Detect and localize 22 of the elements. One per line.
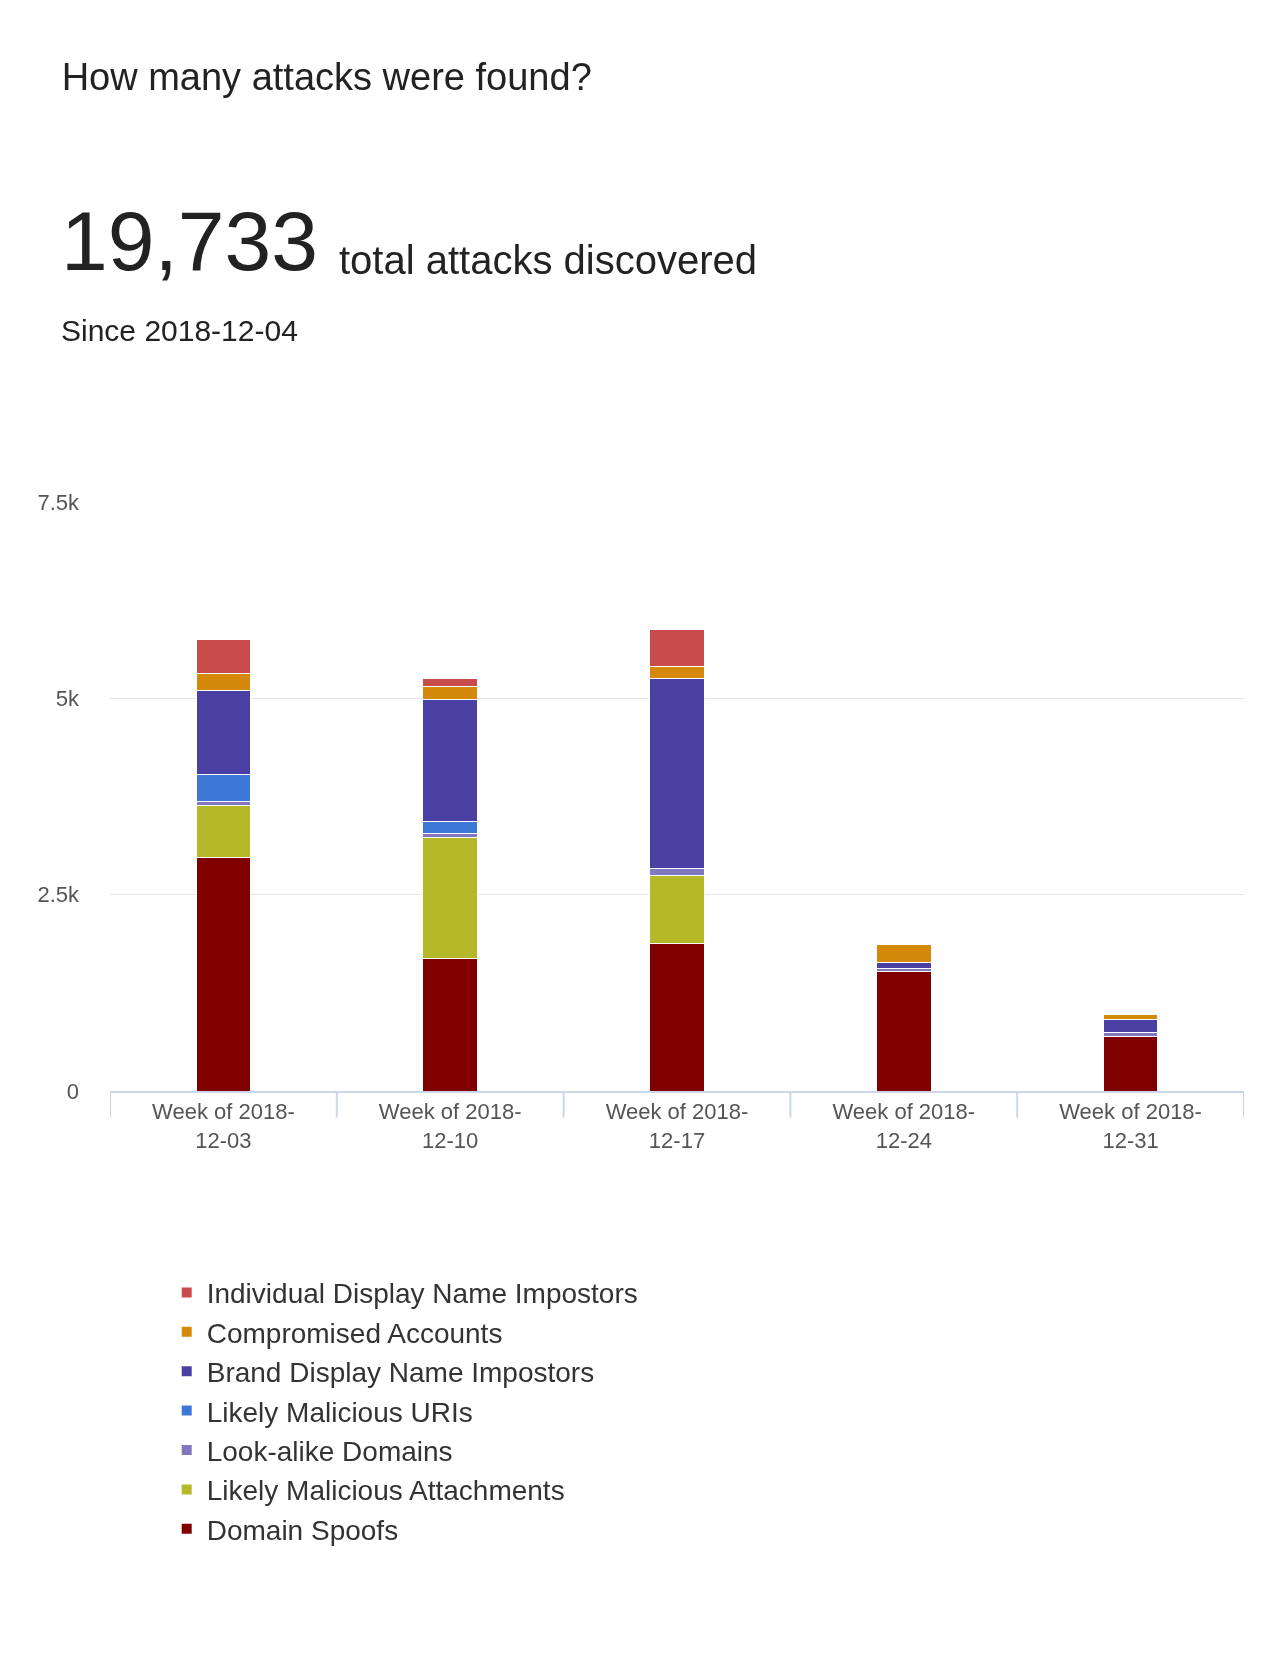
legend-label: Look-alike Domains xyxy=(206,1435,453,1467)
legend-label: Likely Malicious Attachments xyxy=(206,1475,565,1507)
bar xyxy=(876,971,932,1091)
legend-label: Individual Display Name Impostors xyxy=(206,1278,638,1310)
y-tick-label: 0 xyxy=(66,1078,79,1104)
bar xyxy=(1102,1035,1159,1091)
x-tick-label: Week of 2018-12-10 xyxy=(378,1099,522,1153)
y-tick-label: 2.5k xyxy=(37,882,80,908)
legend-label: Likely Malicious URIs xyxy=(206,1396,473,1428)
chart-subtitle: Since 2018-12-04 xyxy=(61,314,298,347)
x-tick-label: Week of 2018-12-17 xyxy=(605,1099,749,1153)
x-tick-label: Week of 2018-12-03 xyxy=(152,1099,295,1153)
legend-label: Brand Display Name Impostors xyxy=(206,1357,595,1389)
legend-label: Domain Spoofs xyxy=(206,1514,399,1546)
y-tick-label: 7.5k xyxy=(37,489,80,515)
y-tick-label: 5k xyxy=(55,686,80,712)
chart-title: How many attacks were found? xyxy=(61,56,592,99)
x-tick-label: Week of 2018-12-31 xyxy=(1059,1099,1202,1153)
x-tick-label: Week of 2018-12-24 xyxy=(832,1099,976,1153)
text: 19,733 xyxy=(61,194,318,288)
text: total attacks discovered xyxy=(339,238,757,282)
legend-label: Compromised Accounts xyxy=(206,1317,503,1349)
